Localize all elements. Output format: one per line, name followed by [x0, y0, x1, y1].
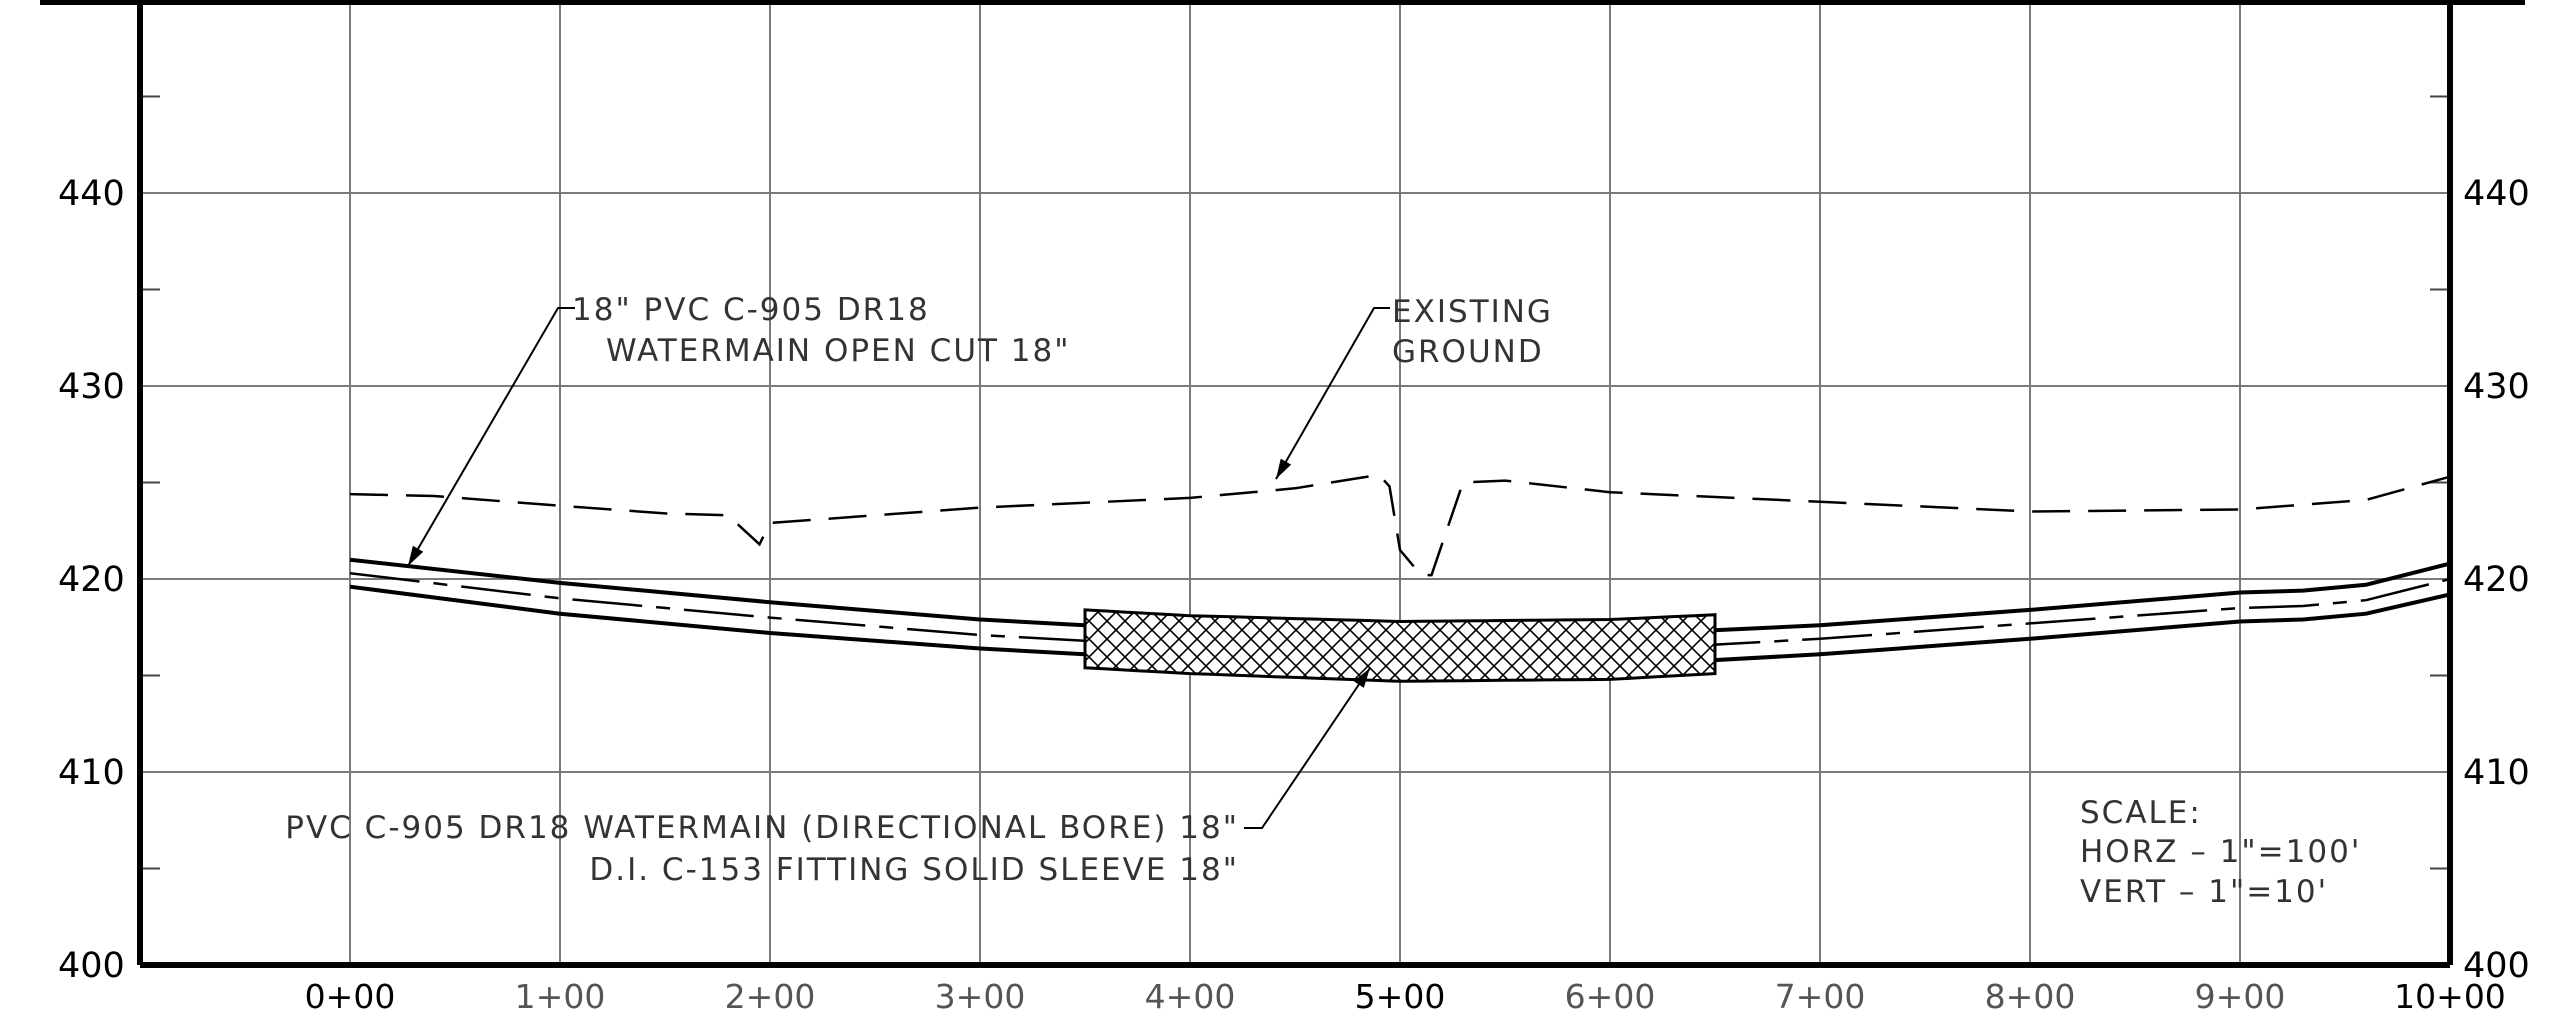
leader-existing-ground — [1275, 307, 1390, 480]
elevation-label-left: 430 — [58, 367, 125, 407]
sleeve-hatched-band — [1083, 608, 1717, 683]
note-existing-ground-line1: EXISTING — [1392, 294, 1553, 330]
elevation-label-left: 410 — [58, 753, 125, 793]
axis-labels: 400 400 410 410 420 420 430 430 440 440 0+00 1+00 2+… — [58, 174, 2530, 1016]
station-label: 0+00 — [305, 977, 396, 1016]
leader-sleeve-arrowhead — [1353, 668, 1370, 688]
station-label: 10+00 — [2394, 977, 2506, 1016]
leader-open-cut — [407, 307, 575, 567]
station-label: 7+00 — [1775, 977, 1866, 1016]
station-label: 6+00 — [1565, 977, 1656, 1016]
station-label: 4+00 — [1145, 977, 1236, 1016]
leader-existing-ground-arrowhead — [1276, 458, 1292, 479]
elevation-label-right: 430 — [2463, 367, 2530, 407]
elevation-label-left: 420 — [58, 560, 125, 600]
station-label: 5+00 — [1355, 977, 1446, 1016]
scale-note-vertical: VERT – 1"=10' — [2080, 874, 2328, 910]
elevation-label-right: 440 — [2463, 174, 2530, 214]
elevation-label-right: 420 — [2463, 560, 2530, 600]
note-directional-bore: PVC C-905 DR18 WATERMAIN (DIRECTIONAL BO… — [285, 810, 1239, 846]
note-open-cut-line1: 18" PVC C-905 DR18 — [572, 292, 930, 328]
profile-series-1 — [349, 473, 2451, 577]
leader-sleeve — [1244, 667, 1371, 829]
note-solid-sleeve: D.I. C-153 FITTING SOLID SLEEVE 18" — [589, 852, 1239, 888]
station-label: 9+00 — [2195, 977, 2286, 1016]
frame — [40, 0, 2525, 968]
elevation-label-right: 410 — [2463, 753, 2530, 793]
note-existing-ground-line2: GROUND — [1392, 334, 1544, 370]
station-label: 1+00 — [515, 977, 606, 1016]
note-open-cut-line2: WATERMAIN OPEN CUT 18" — [606, 333, 1071, 369]
leaders — [407, 307, 1390, 829]
solid-sleeve — [1083, 608, 1717, 683]
station-label: 3+00 — [935, 977, 1026, 1016]
scale-note-horizontal: HORZ – 1"=100' — [2080, 834, 2361, 870]
elevation-label-left: 400 — [58, 946, 125, 986]
scale-note-title: SCALE: — [2080, 795, 2202, 831]
station-label: 8+00 — [1985, 977, 2076, 1016]
station-label: 2+00 — [725, 977, 816, 1016]
leader-open-cut-arrowhead — [408, 545, 424, 566]
elevation-label-left: 440 — [58, 174, 125, 214]
elevation-label-right: 400 — [2463, 946, 2530, 986]
